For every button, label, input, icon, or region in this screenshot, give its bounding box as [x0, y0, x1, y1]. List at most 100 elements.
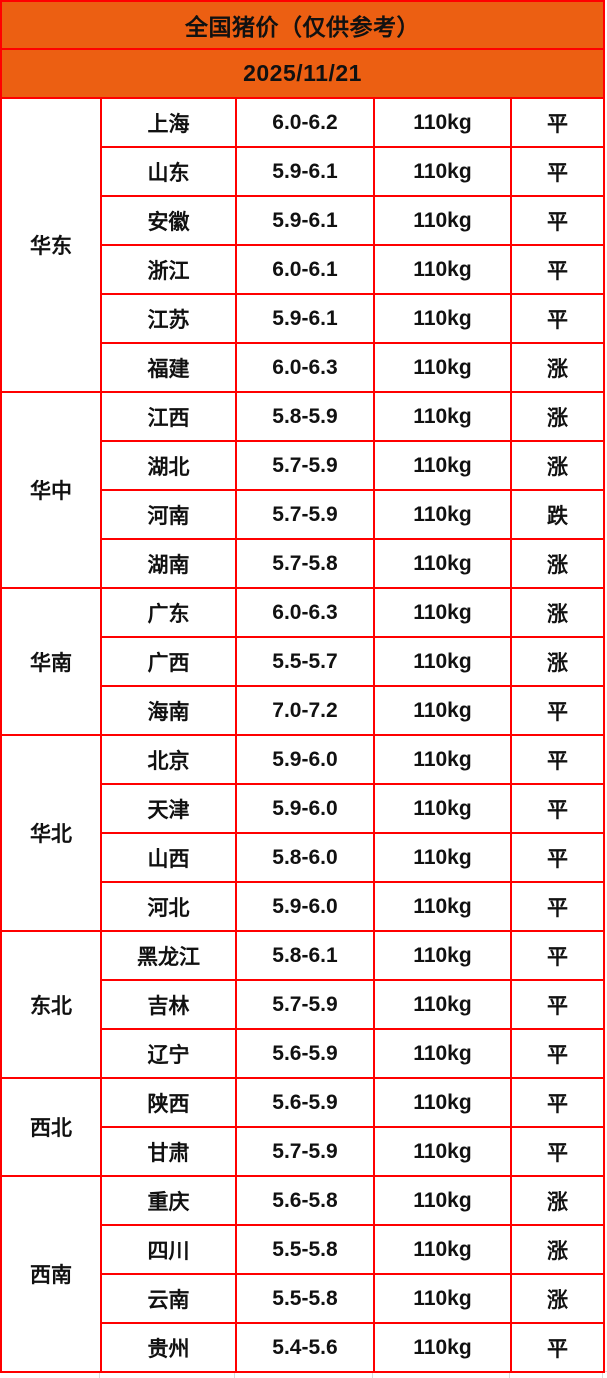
region-label-西南: 西南: [0, 1175, 102, 1373]
table-row: 福建 6.0-6.3 110kg 涨: [1, 342, 606, 393]
reference-weight: 110kg: [373, 391, 512, 442]
table-row: 华东 上海 6.0-6.2 110kg 平: [0, 97, 606, 393]
province-name: 山西: [100, 832, 237, 883]
table-row: 华北 北京 5.9-6.0 110kg 平: [0, 734, 606, 932]
reference-weight: 110kg: [373, 685, 512, 736]
table-row: 广西 5.5-5.7 110kg 涨: [1, 636, 606, 687]
reference-weight: 110kg: [373, 881, 512, 932]
reference-weight: 110kg: [373, 1322, 512, 1373]
province-name: 陕西: [100, 1077, 237, 1128]
reference-weight: 110kg: [373, 1273, 512, 1324]
price-range: 5.7-5.9: [235, 440, 375, 491]
table-row: 西北 陕西 5.6-5.9 110kg 平: [0, 1077, 606, 1177]
reference-weight: 110kg: [373, 832, 512, 883]
table-row: 东北 黑龙江 5.8-6.1 110kg 平: [0, 930, 606, 1079]
table-row: 甘肃 5.7-5.9 110kg 平: [1, 1126, 606, 1177]
reference-weight: 110kg: [373, 489, 512, 540]
trend-indicator: 涨: [509, 440, 606, 491]
province-name: 甘肃: [100, 1126, 237, 1177]
reference-weight: 110kg: [373, 587, 512, 638]
province-name: 湖北: [100, 440, 237, 491]
price-range: 5.5-5.7: [235, 636, 375, 687]
region-label-华北: 华北: [0, 734, 102, 932]
table-row: 贵州 5.4-5.6 110kg 平: [1, 1322, 606, 1373]
price-range: 5.8-5.9: [235, 391, 375, 442]
reference-weight: 110kg: [373, 195, 512, 246]
price-range: 5.8-6.0: [235, 832, 375, 883]
province-name: 河北: [100, 881, 237, 932]
reference-weight: 110kg: [373, 1126, 512, 1177]
trend-indicator: 平: [509, 783, 606, 834]
price-range: 5.9-6.0: [235, 734, 375, 785]
price-range: 5.9-6.1: [235, 195, 375, 246]
province-name: 天津: [100, 783, 237, 834]
price-range: 5.5-5.8: [235, 1273, 375, 1324]
trend-indicator: 涨: [509, 342, 606, 393]
region-label-华南: 华南: [0, 587, 102, 736]
province-name: 河南: [100, 489, 237, 540]
date-row: 2025/11/21: [0, 48, 606, 99]
region-label-华中: 华中: [0, 391, 102, 589]
reference-weight: 110kg: [373, 1224, 512, 1275]
reference-weight: 110kg: [373, 538, 512, 589]
province-name: 安徽: [100, 195, 237, 246]
reference-weight: 110kg: [373, 636, 512, 687]
region-label-华东: 华东: [0, 97, 102, 393]
trend-indicator: 涨: [509, 391, 606, 442]
trend-indicator: 平: [509, 1126, 606, 1177]
reference-weight: 110kg: [373, 783, 512, 834]
reference-weight: 110kg: [373, 1028, 512, 1079]
reference-weight: 110kg: [373, 293, 512, 344]
province-name: 四川: [100, 1224, 237, 1275]
table-row: 河北 5.9-6.0 110kg 平: [1, 881, 606, 932]
reference-weight: 110kg: [373, 146, 512, 197]
price-range: 5.7-5.9: [235, 489, 375, 540]
province-name: 上海: [100, 97, 237, 148]
title-row: 全国猪价（仅供参考）: [0, 0, 606, 50]
price-range: 5.7-5.8: [235, 538, 375, 589]
trend-indicator: 平: [509, 1028, 606, 1079]
table-row: 华中 江西 5.8-5.9 110kg 涨: [0, 391, 606, 589]
price-range: 6.0-6.2: [235, 97, 375, 148]
province-name: 浙江: [100, 244, 237, 295]
report-date: 2025/11/21: [0, 48, 606, 99]
reference-weight: 110kg: [373, 342, 512, 393]
province-name: 辽宁: [100, 1028, 237, 1079]
price-range: 5.5-5.8: [235, 1224, 375, 1275]
trend-indicator: 涨: [509, 1175, 606, 1226]
price-range: 5.4-5.6: [235, 1322, 375, 1373]
table-row: 山西 5.8-6.0 110kg 平: [1, 832, 606, 883]
price-range: 5.7-5.9: [235, 979, 375, 1030]
price-range: 5.9-6.1: [235, 293, 375, 344]
price-range: 6.0-6.3: [235, 587, 375, 638]
province-name: 黑龙江: [100, 930, 237, 981]
table-row: 天津 5.9-6.0 110kg 平: [1, 783, 606, 834]
reference-weight: 110kg: [373, 1077, 512, 1128]
trend-indicator: 平: [509, 734, 606, 785]
price-range: 5.6-5.8: [235, 1175, 375, 1226]
price-range: 5.7-5.9: [235, 1126, 375, 1177]
trend-indicator: 平: [509, 1322, 606, 1373]
page-title: 全国猪价（仅供参考）: [0, 0, 606, 50]
province-name: 广西: [100, 636, 237, 687]
price-range: 6.0-6.1: [235, 244, 375, 295]
province-name: 吉林: [100, 979, 237, 1030]
trend-indicator: 平: [509, 195, 606, 246]
trend-indicator: 涨: [509, 538, 606, 589]
trend-indicator: 平: [509, 244, 606, 295]
province-name: 北京: [100, 734, 237, 785]
price-range: 5.6-5.9: [235, 1028, 375, 1079]
trend-indicator: 平: [509, 881, 606, 932]
reference-weight: 110kg: [373, 930, 512, 981]
price-range: 5.6-5.9: [235, 1077, 375, 1128]
price-range: 6.0-6.3: [235, 342, 375, 393]
trend-indicator: 平: [509, 930, 606, 981]
province-name: 山东: [100, 146, 237, 197]
reference-weight: 110kg: [373, 734, 512, 785]
trend-indicator: 涨: [509, 587, 606, 638]
province-name: 贵州: [100, 1322, 237, 1373]
price-range: 5.8-6.1: [235, 930, 375, 981]
table-row: 吉林 5.7-5.9 110kg 平: [1, 979, 606, 1030]
region-label-西北: 西北: [0, 1077, 102, 1177]
